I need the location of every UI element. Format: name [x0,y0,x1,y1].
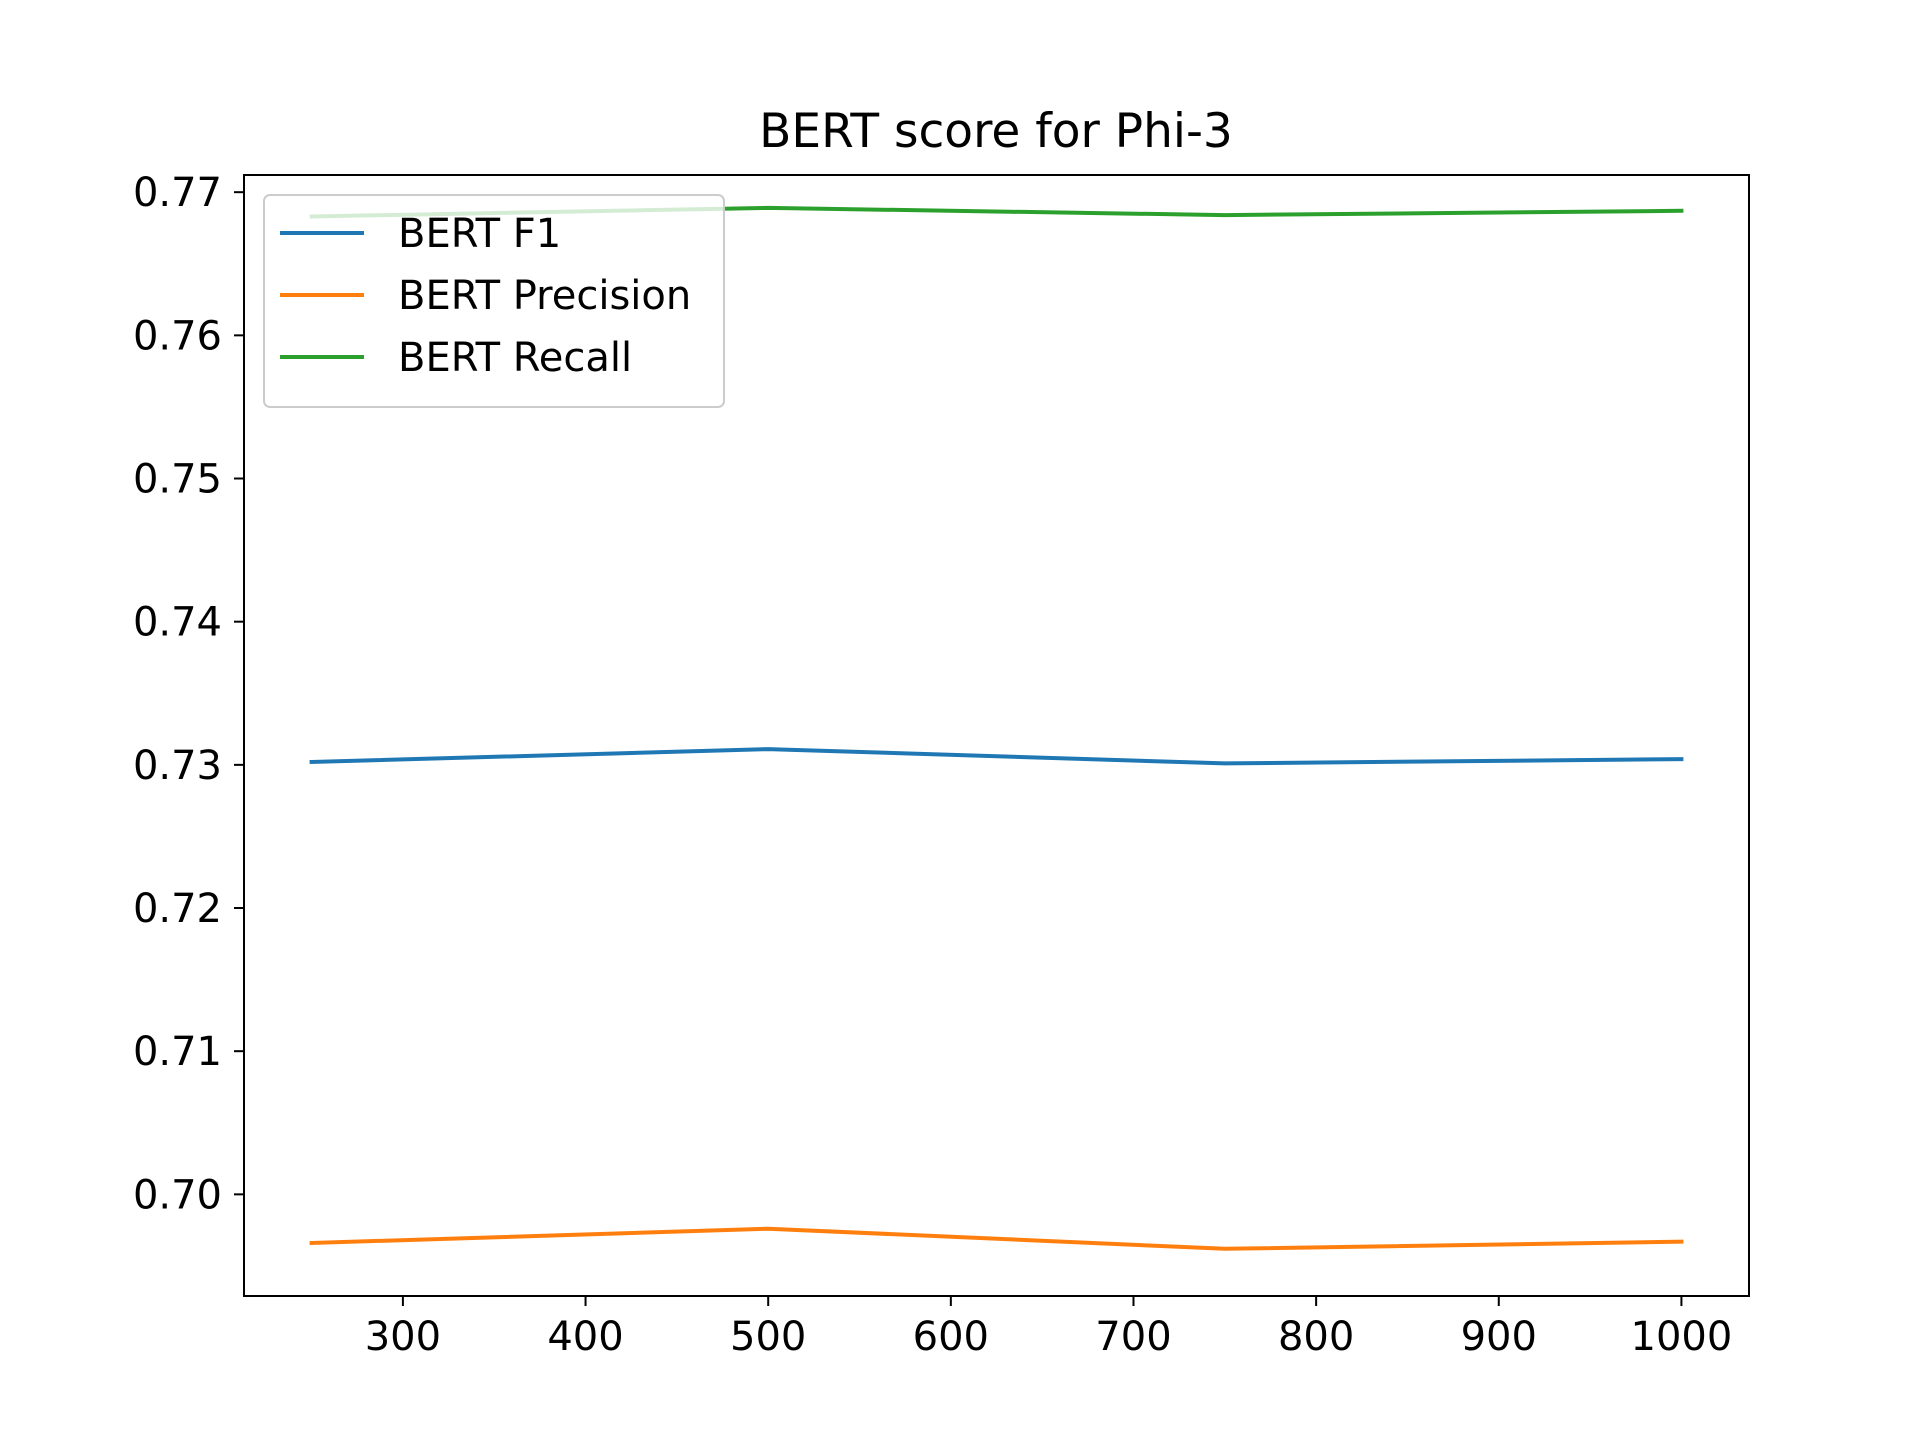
x-tick-label: 400 [547,1314,623,1360]
x-tick-label: 600 [913,1314,989,1360]
legend: BERT F1 BERT Precision BERT Recall [263,194,725,408]
legend-box [263,194,725,408]
legend-label-2: BERT Recall [398,335,632,381]
y-tick-label: 0.76 [133,313,222,359]
series-line-0 [309,747,1684,766]
x-axis: 300 400 500 600 700 800 900 1000 [365,1296,1733,1360]
legend-label-0: BERT F1 [398,211,561,257]
x-tick-label: 300 [365,1314,441,1360]
y-tick-label: 0.77 [133,170,222,216]
y-tick-label: 0.75 [133,457,222,503]
legend-label-1: BERT Precision [398,273,691,319]
x-tick-label: 900 [1461,1314,1537,1360]
chart-title: BERT score for Phi-3 [759,104,1233,159]
x-tick-label: 1000 [1631,1314,1733,1360]
y-tick-label: 0.74 [133,600,222,646]
series-line-1 [309,1226,1684,1251]
x-tick-label: 500 [730,1314,806,1360]
y-tick-label: 0.73 [133,743,222,789]
y-tick-label: 0.70 [133,1172,222,1218]
plot-frame [243,174,1750,1297]
y-tick-label: 0.71 [133,1029,222,1075]
y-axis: 0.70 0.71 0.72 0.73 0.74 0.75 0.76 0.77 [133,170,244,1218]
x-tick-label: 700 [1095,1314,1171,1360]
x-tick-label: 800 [1278,1314,1354,1360]
y-tick-label: 0.72 [133,886,222,932]
